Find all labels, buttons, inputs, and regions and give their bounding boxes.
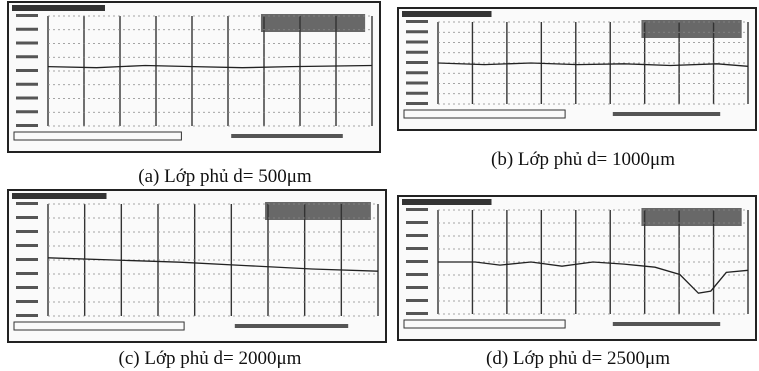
marker-table — [641, 20, 741, 38]
scale-label — [16, 286, 38, 289]
scale-label — [406, 221, 428, 224]
scale-label — [406, 312, 428, 315]
status-bar — [613, 322, 720, 326]
scale-label — [16, 300, 38, 303]
scale-label — [406, 286, 428, 289]
scale-label — [16, 83, 38, 86]
scale-label — [406, 51, 428, 54]
scale-label — [16, 42, 38, 45]
scale-label — [406, 299, 428, 302]
status-bar — [613, 112, 720, 116]
caption: (c) Lớp phủ d= 2000μm — [119, 348, 302, 369]
figure: (a) Lớp phủ d= 500μm (b) Lớp phủ d= 1000… — [0, 0, 759, 371]
scale-label — [406, 41, 428, 44]
caption: (a) Lớp phủ d= 500μm — [138, 166, 312, 187]
status-bar — [235, 324, 348, 328]
screen-panel — [398, 8, 756, 130]
scale-label — [16, 230, 38, 233]
scale-label — [16, 97, 38, 100]
scale-label — [16, 216, 38, 219]
scale-label — [16, 314, 38, 317]
header-bar — [402, 199, 492, 205]
screen-panel — [8, 2, 380, 152]
scale-label — [16, 124, 38, 127]
scale-label — [16, 28, 38, 31]
scale-label — [16, 202, 38, 205]
scale-label — [406, 247, 428, 250]
screen-panel — [398, 196, 756, 340]
marker-table — [265, 202, 371, 220]
scale-label — [406, 273, 428, 276]
caption: (d) Lớp phủ d= 2500μm — [486, 348, 670, 369]
scale-label — [406, 234, 428, 237]
scale-label — [406, 82, 428, 85]
scale-label — [16, 258, 38, 261]
scale-label — [406, 92, 428, 95]
scale-label — [406, 208, 428, 211]
marker-table — [261, 14, 365, 32]
scale-label — [16, 14, 38, 17]
header-bar — [402, 11, 492, 17]
scale-label — [16, 110, 38, 113]
scale-label — [406, 260, 428, 263]
scale-label — [16, 244, 38, 247]
marker-table — [641, 208, 741, 226]
caption: (b) Lớp phủ d= 1000μm — [491, 149, 675, 170]
scale-label — [16, 55, 38, 58]
scale-label — [16, 272, 38, 275]
header-bar — [12, 5, 105, 11]
scale-label — [406, 61, 428, 64]
scale-label — [16, 69, 38, 72]
status-bar — [231, 134, 343, 138]
header-bar — [12, 193, 107, 199]
scale-label — [406, 71, 428, 74]
screen-panel — [8, 190, 386, 342]
scale-label — [406, 20, 428, 23]
scale-label — [406, 30, 428, 33]
scale-label — [406, 102, 428, 105]
